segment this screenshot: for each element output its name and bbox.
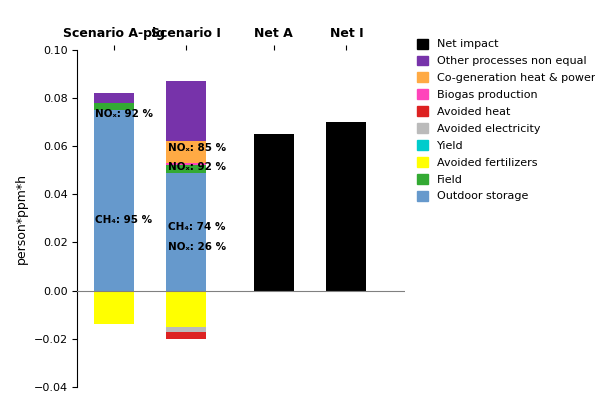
Text: NOₓ: 85 %: NOₓ: 85 % — [168, 143, 226, 153]
Bar — [327, 122, 367, 291]
Text: NOₓ: 92 %: NOₓ: 92 % — [95, 109, 153, 119]
Bar — [94, 291, 134, 324]
Bar — [167, 291, 206, 327]
Text: NOₓ: 92 %: NOₓ: 92 % — [168, 162, 226, 172]
Text: NOₓ: 26 %: NOₓ: 26 % — [168, 242, 226, 252]
Bar — [167, 332, 206, 339]
Bar — [167, 166, 206, 173]
Legend: Net impact, Other processes non equal, Co-generation heat & power, Biogas produc: Net impact, Other processes non equal, C… — [416, 39, 595, 201]
Text: CH₄: 74 %: CH₄: 74 % — [168, 223, 225, 233]
Bar — [94, 93, 134, 103]
Bar — [253, 134, 294, 291]
Bar — [167, 327, 206, 332]
Bar — [167, 141, 206, 163]
Bar — [167, 163, 206, 166]
Text: CH₄: 95 %: CH₄: 95 % — [95, 215, 152, 225]
Y-axis label: person*ppm*h: person*ppm*h — [15, 173, 28, 264]
Bar — [167, 81, 206, 141]
Bar — [94, 110, 134, 291]
Bar — [167, 173, 206, 291]
Bar — [94, 103, 134, 110]
